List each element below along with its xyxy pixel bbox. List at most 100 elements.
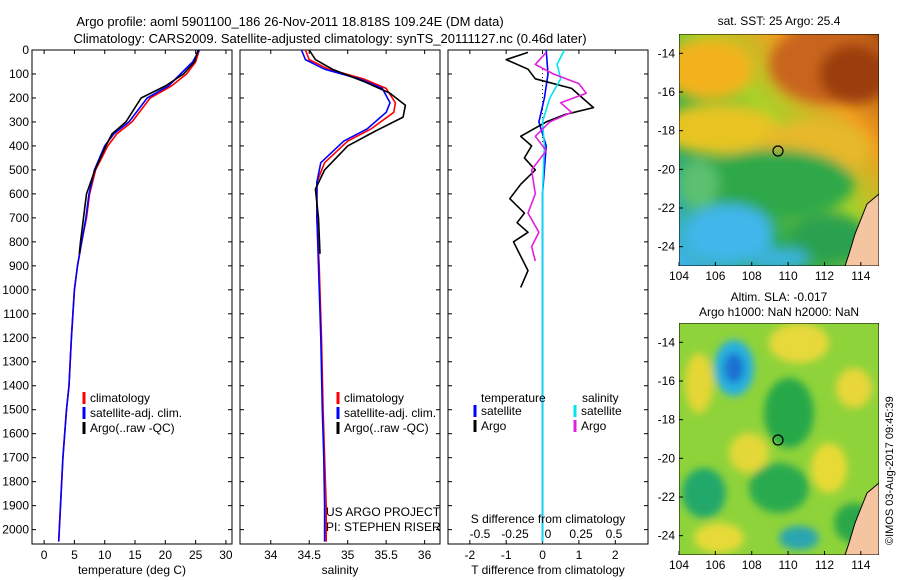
map-x-tick-label: 106 [705,269,725,283]
map-y-tick-label: -16 [658,374,676,388]
s-tick-label: 0.25 [569,527,593,541]
sla-map-subtitle: Argo h1000: NaN h2000: NaN [699,305,859,319]
y-tick-label: 2000 [2,523,29,537]
y-tick-label: 700 [9,211,29,225]
s-tick-label: -0.25 [501,527,529,541]
y-tick-label: 1800 [2,475,29,489]
y-tick-label: 1400 [2,379,29,393]
temperature-legend: climatology satellite-adj. clim. Argo(..… [82,391,182,435]
map-y-tick-label: -24 [658,240,676,254]
sla-map [679,323,879,555]
x-tick-label: 20 [159,548,173,562]
legend-label-s-argo: Argo [581,419,607,433]
x-tick-label: 35.5 [374,548,398,562]
x-tick-label: 5 [71,548,78,562]
map-y-tick-label: -20 [658,451,676,465]
x-tick-label: -1 [501,548,512,562]
y-tick-label: 0 [22,43,29,57]
y-tick-label: 900 [9,259,29,273]
s-tick-label: -0.5 [470,527,491,541]
map-y-tick-label: -20 [658,162,676,176]
sla-map-axes: 104 106 108 110 112 114 -14 -16 -18 -20 -22 -24 [658,335,871,572]
difference-legend: temperature salinity satellite Argo sate… [473,391,622,433]
series-line [308,49,407,254]
x-tick-label: 35 [341,548,355,562]
x-tick-label: 30 [219,548,233,562]
s-tick-label: 0.5 [606,527,623,541]
salinity-panel-frame [239,49,441,545]
x-tick-label: 34.5 [298,548,322,562]
legend-header-temperature: temperature [481,391,546,405]
legend-label-argo: Argo(..raw -QC) [344,421,429,435]
series-line [527,51,588,262]
sla-map-title: Altim. SLA: -0.017 [731,290,828,304]
map-x-tick-label: 110 [779,558,798,572]
y-tick-label: 1300 [2,355,29,369]
map-x-tick-label: 110 [779,269,798,283]
map-y-tick-label: -16 [658,85,676,99]
legend-label-t-satellite: satellite [481,404,522,418]
x-tick-label: 36 [418,548,432,562]
x-tick-label: 0 [41,548,48,562]
salinity-panel: 34 34.5 35 35.5 36 [240,49,440,562]
pi-annotation: PI: STEPHEN RISER [326,520,441,534]
legend-label-satellite: satellite-adj. clim. [344,406,436,420]
s-difference-label: S difference from climatology [471,512,626,526]
x-tick-label: 25 [189,548,203,562]
map-y-tick-label: -18 [658,413,676,427]
legend-label-s-satellite: satellite [581,404,622,418]
y-tick-label: 200 [9,91,29,105]
x-tick-label: 2 [612,548,619,562]
map-y-tick-label: -14 [658,335,676,349]
x-tick-label: 34 [264,548,278,562]
x-tick-label: -2 [464,548,475,562]
y-tick-label: 800 [9,235,29,249]
map-x-tick-label: 114 [851,558,870,572]
map-x-tick-label: 104 [669,269,689,283]
y-tick-label: 500 [9,163,29,177]
map-x-tick-label: 114 [851,269,870,283]
argo-location-marker [772,434,784,446]
map-x-tick-label: 112 [815,269,834,283]
y-tick-label: 1900 [2,499,29,513]
s-tick-label: 0 [545,527,552,541]
x-tick-label: 10 [98,548,112,562]
legend-header-salinity: salinity [582,391,619,405]
y-tick-label: 600 [9,187,29,201]
series-line [505,51,595,288]
timestamp-stamp: ©IMOS 03-Aug-2017 09:45:39 [884,396,896,545]
map-x-tick-label: 106 [705,558,725,572]
y-tick-label: 400 [9,139,29,153]
map-x-tick-label: 108 [742,558,762,572]
series-line [57,49,201,542]
temperature-xlabel: temperature (deg C) [78,563,186,577]
series-line [300,49,391,542]
y-tick-label: 1500 [2,403,29,417]
legend-label-t-argo: Argo [481,419,507,433]
sst-map [679,34,879,266]
series-line [57,49,200,542]
y-tick-label: 300 [9,115,29,129]
legend-label-climatology: climatology [344,391,404,405]
y-tick-label: 1000 [2,283,29,297]
series-line [78,49,199,254]
temperature-panel-frame [31,49,233,545]
y-tick-label: 1200 [2,331,29,345]
map-y-tick-label: -24 [658,529,676,543]
map-x-tick-label: 108 [742,269,762,283]
temperature-panel: 0100200300400500600700800900100011001200… [2,43,233,562]
y-tick-label: 1100 [3,307,29,321]
x-tick-label: 1 [576,548,583,562]
header-line1: Argo profile: aoml 5901100_186 26-Nov-20… [76,14,503,29]
s-difference-ticks: -0.5 -0.25 0 0.25 0.5 [470,527,623,541]
salinity-legend: climatology satellite-adj. clim. Argo(..… [336,391,436,435]
map-y-tick-label: -22 [658,201,676,215]
y-tick-label: 100 [9,67,29,81]
header-line2: Climatology: CARS2009. Satellite-adjuste… [73,31,586,46]
legend-label-climatology: climatology [90,391,150,405]
x-tick-label: 15 [128,548,142,562]
legend-label-satellite: satellite-adj. clim. [90,406,182,420]
x-tick-label: 0 [539,548,546,562]
map-x-tick-label: 104 [669,558,689,572]
